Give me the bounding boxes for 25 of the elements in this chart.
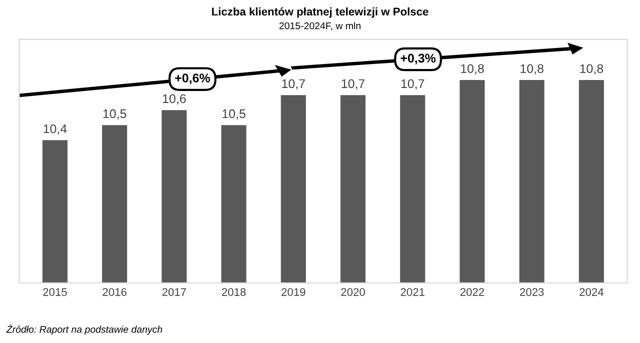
x-tick-label: 2016 [102,288,126,296]
annotation: +0,6% [175,74,210,84]
x-tick-label: 2017 [162,288,186,296]
data-label: 10,4 [44,124,67,135]
data-label: 10,7 [342,79,365,90]
chart-title: Liczba klientów płatnej telewizji w Polsce [212,7,428,18]
x-tick-label: 2021 [400,288,424,296]
text: Źródło: Raport na podstawie danych [6,324,162,335]
x-tick-label: 2018 [222,288,246,296]
data-label: 10,8 [461,64,484,75]
x-tick-label: 2022 [460,288,484,296]
data-label: 10,7 [282,79,305,90]
data-label: 10,6 [162,94,186,105]
data-label: 10,8 [520,64,544,75]
annotation: +0,3% [400,54,436,64]
x-tick-label: 2020 [341,288,365,296]
data-label: 10,5 [222,109,246,120]
x-tick-label: 2024 [580,288,604,296]
x-tick-label: 2015 [43,288,67,296]
x-tick-label: 2019 [282,288,306,296]
chart-subtitle: 2015-2024F, w mln [279,22,360,30]
data-label: 10,8 [580,64,604,75]
x-tick-label: 2023 [520,288,544,296]
data-label: 10,5 [103,109,126,120]
data-label: 10,7 [401,79,424,90]
